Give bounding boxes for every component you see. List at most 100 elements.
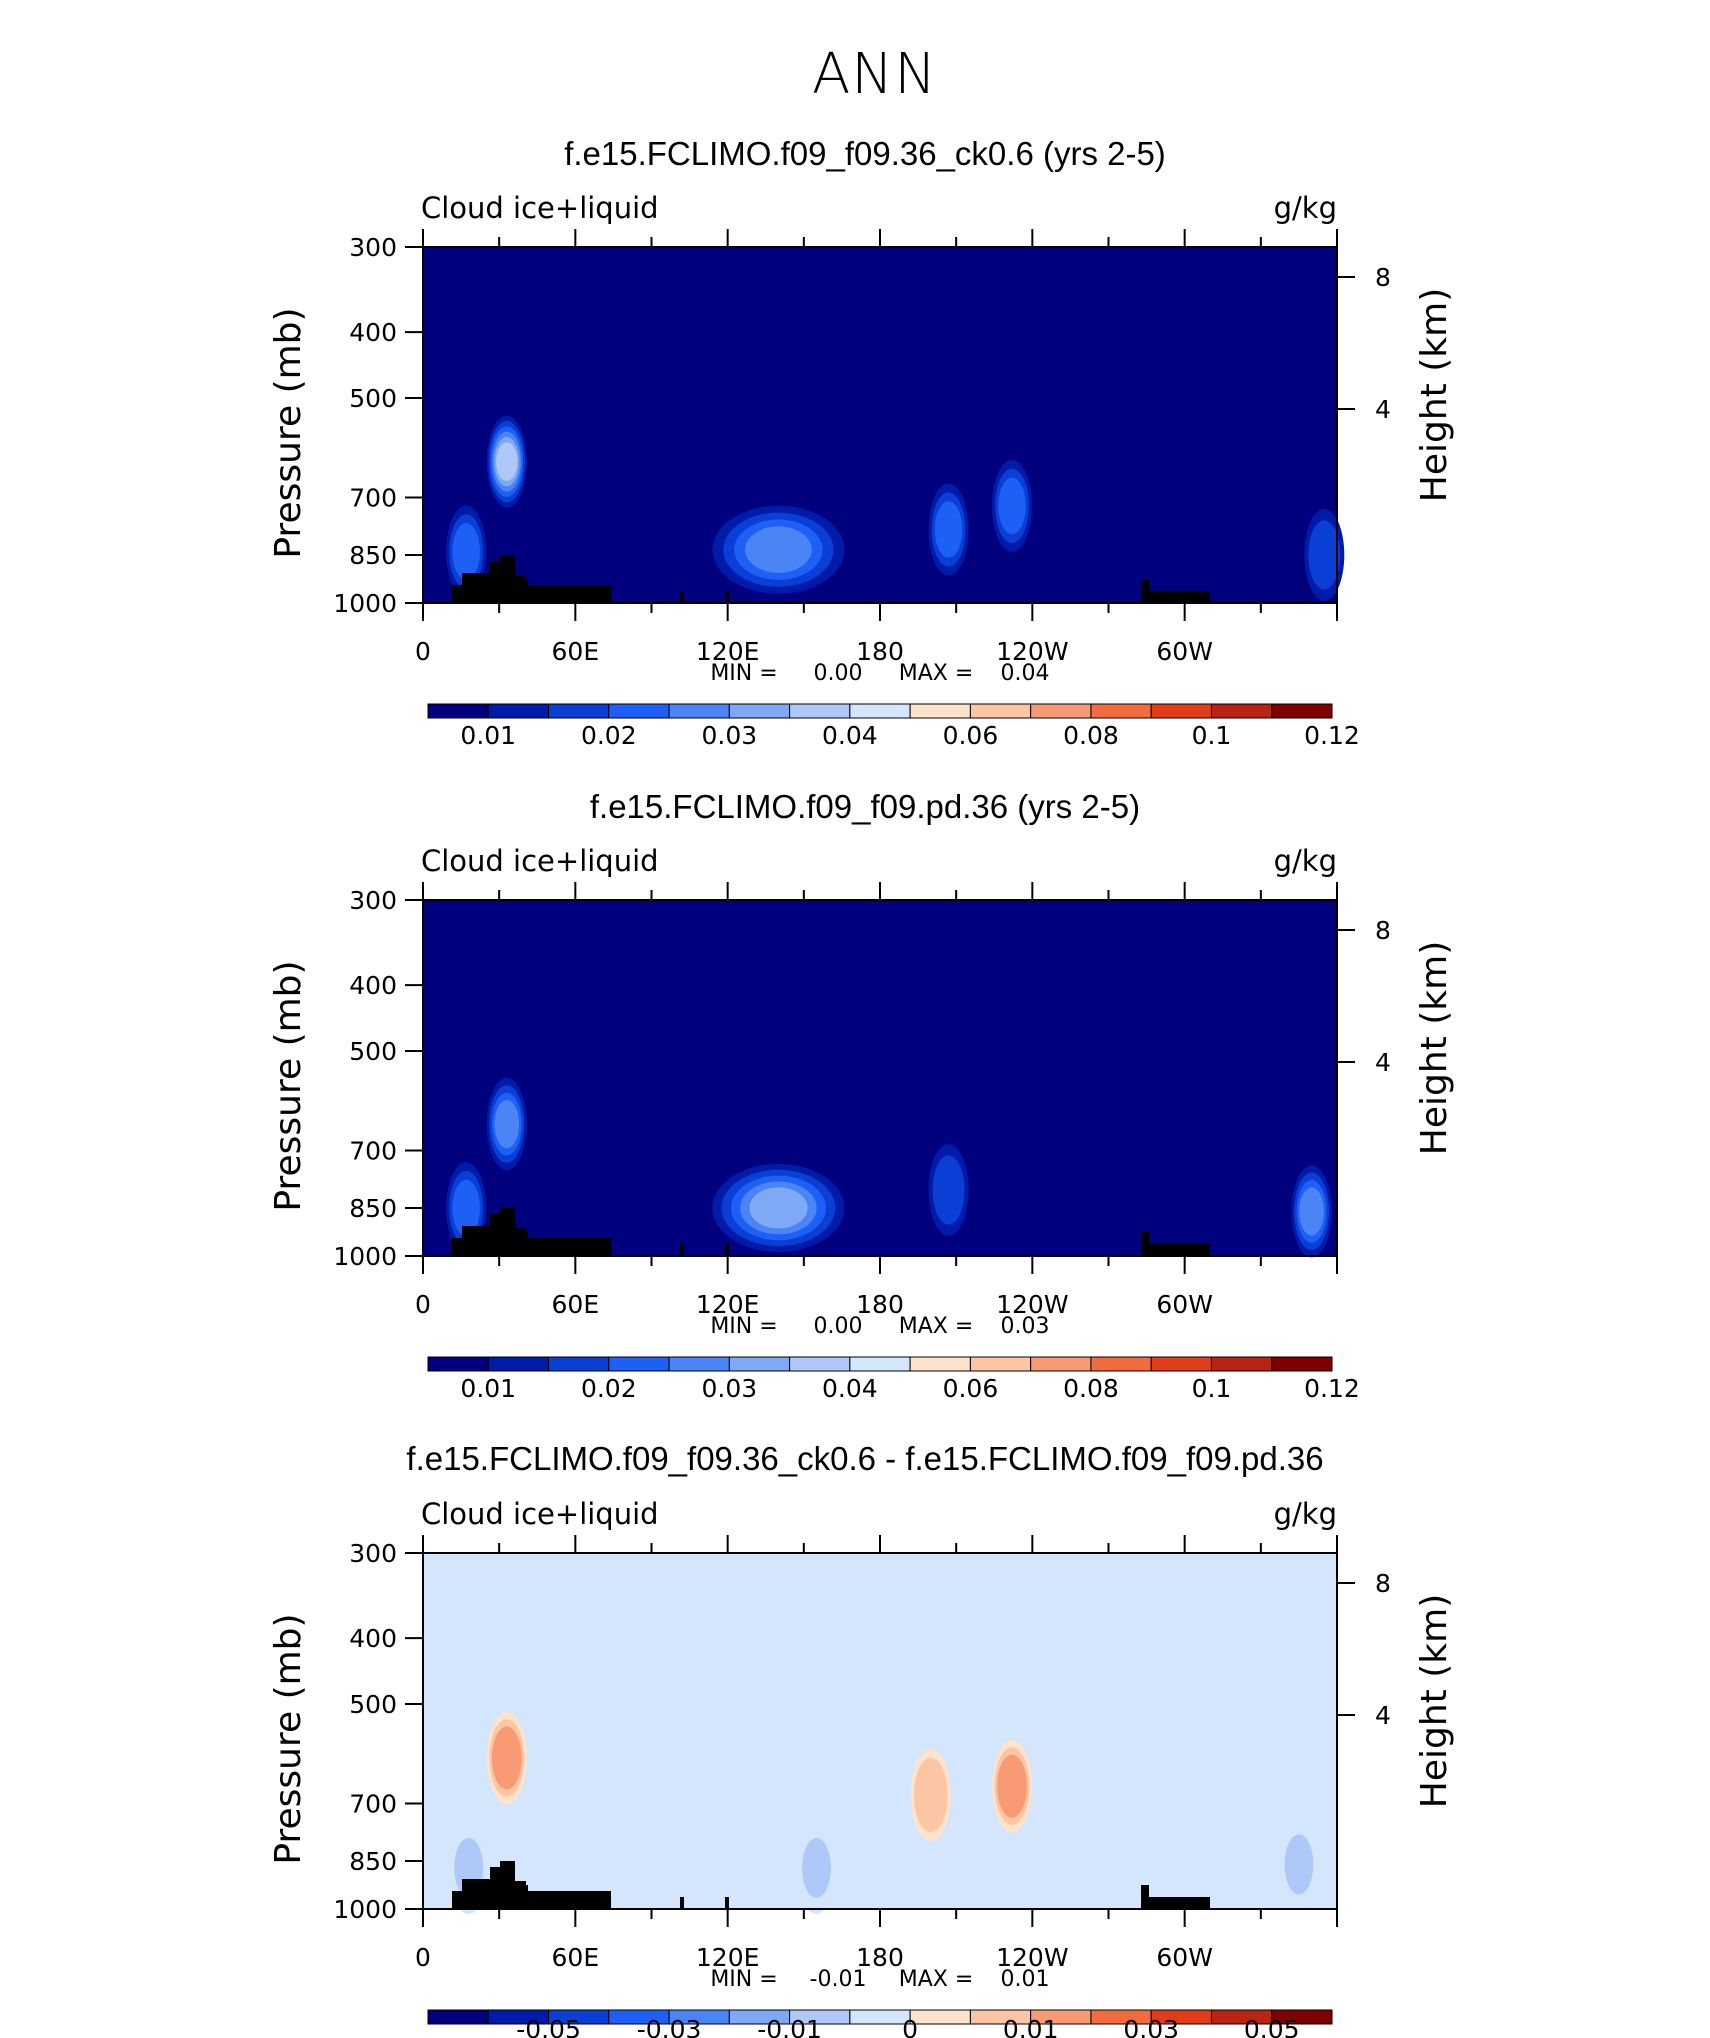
- colorbar-swatch: [969, 1356, 1032, 1372]
- y2-tick-label: 8: [1375, 263, 1391, 292]
- panel-title: f.e15.FCLIMO.f09_f09.36_ck0.6 - f.e15.FC…: [406, 1440, 1323, 1477]
- colorbar-swatch: [1271, 1356, 1333, 1372]
- x-tick-label: 120W: [996, 1943, 1068, 1972]
- y-tick-label: 300: [349, 886, 397, 915]
- colorbar-swatch: [1030, 703, 1092, 719]
- y-tick-label: 700: [349, 484, 397, 513]
- colorbar-swatch: [427, 2009, 489, 2025]
- x-tick-label: 60E: [552, 1943, 600, 1972]
- left-label: Cloud ice+liquid: [421, 191, 659, 225]
- y-tick-label: 1000: [333, 1895, 397, 1924]
- x-tick-label: 60W: [1156, 1943, 1213, 1972]
- y-tick-label: 400: [349, 318, 397, 347]
- land-mask: [1141, 1232, 1149, 1256]
- x-tick-label: 120W: [996, 637, 1068, 666]
- panel-2: f.e15.FCLIMO.f09_f09.pd.36 (yrs 2-5) Clou…: [268, 788, 1455, 1403]
- contour-1-level-10: [496, 1741, 517, 1775]
- colorbar-label: 0.03: [701, 721, 757, 750]
- colorbar-swatch: [548, 1356, 610, 1372]
- colorbar-label: 0.12: [1304, 721, 1360, 750]
- colorbar-swatch: [849, 2009, 911, 2025]
- x-tick-label: 60W: [1156, 1290, 1213, 1319]
- min-label: MIN =: [710, 1314, 777, 1339]
- colorbar-swatch: [608, 1356, 670, 1372]
- panel-title: f.e15.FCLIMO.f09_f09.36_ck0.6 (yrs 2-5): [564, 135, 1166, 172]
- colorbar-swatch: [909, 1356, 971, 1372]
- panel-title: f.e15.FCLIMO.f09_f09.pd.36 (yrs 2-5): [590, 788, 1140, 825]
- land-mask: [462, 1226, 490, 1256]
- colorbar-label: 0.06: [943, 721, 999, 750]
- colorbar-label: 0.01: [460, 721, 516, 750]
- colorbar-swatch: [1090, 703, 1152, 719]
- min-label: MIN =: [710, 661, 777, 686]
- land-mask: [515, 1232, 528, 1256]
- colorbar-swatch: [1271, 2009, 1333, 2025]
- contour-4-level-3: [937, 510, 960, 549]
- max-value: 0.03: [1001, 1314, 1050, 1339]
- colorbar-swatch: [789, 1356, 851, 1372]
- y-tick-label: 850: [349, 541, 397, 570]
- y-axis-label: Pressure (mb): [268, 960, 309, 1211]
- x-tick-label: 60E: [552, 637, 600, 666]
- contour-2-level-9: [920, 1775, 942, 1815]
- y-tick-label: 500: [349, 1037, 397, 1066]
- colorbar-label: 0.12: [1304, 1374, 1360, 1403]
- contour-2-level-4: [496, 1107, 517, 1141]
- contour-4-level-6: [802, 1837, 831, 1898]
- y-axis-label: Pressure (mb): [268, 307, 309, 558]
- x-tick-label: 60E: [552, 1290, 600, 1319]
- y-tick-label: 500: [349, 384, 397, 413]
- x-tick-label: 120E: [696, 1943, 760, 1972]
- y2-tick-label: 4: [1375, 1701, 1391, 1730]
- colorbar-label: -0.01: [757, 2015, 822, 2038]
- colorbar-label: 0.03: [701, 1374, 757, 1403]
- contour-3-level-5: [758, 1193, 799, 1223]
- contour-4-level-2: [936, 1166, 961, 1214]
- land-mask: [1149, 591, 1210, 603]
- colorbar-label: 0.01: [1003, 2015, 1059, 2038]
- left-label: Cloud ice+liquid: [421, 844, 659, 878]
- colorbar-swatch: [548, 703, 610, 719]
- colorbar-swatch: [849, 703, 911, 719]
- contour-2-level-6: [497, 447, 516, 476]
- max-label: MAX =: [899, 1314, 974, 1339]
- land-mask: [1141, 579, 1149, 603]
- colorbar-swatch: [728, 703, 791, 719]
- contour-6-level-6: [1284, 1834, 1314, 1895]
- colorbar-label: 0.08: [1063, 1374, 1119, 1403]
- contour-1-level-3: [455, 532, 477, 571]
- max-value: 0.01: [1001, 1967, 1050, 1992]
- land-mask: [680, 1244, 684, 1256]
- y-tick-label: 700: [349, 1137, 397, 1166]
- y2-tick-label: 4: [1375, 1048, 1391, 1077]
- right-label: g/kg: [1274, 1497, 1337, 1531]
- max-label: MAX =: [899, 661, 974, 686]
- y2-axis-label: Height (km): [1414, 941, 1455, 1155]
- colorbar-label: 0.04: [822, 721, 878, 750]
- y-tick-label: 500: [349, 1690, 397, 1719]
- left-label: Cloud ice+liquid: [421, 1497, 659, 1531]
- panel-3: f.e15.FCLIMO.f09_f09.36_ck0.6 - f.e15.FC…: [268, 1440, 1455, 2038]
- x-tick-label: 60W: [1156, 637, 1213, 666]
- colorbar-label: 0: [902, 2015, 918, 2038]
- land-mask: [680, 591, 684, 603]
- colorbar-swatch: [789, 703, 851, 719]
- plot-area: [423, 1553, 1337, 1909]
- colorbar-label: -0.05: [516, 2015, 581, 2038]
- land-mask: [515, 579, 528, 603]
- land-mask: [500, 555, 515, 603]
- min-label: MIN =: [710, 1967, 777, 1992]
- colorbar-label: 0.1: [1192, 1374, 1232, 1403]
- land-mask: [1149, 1897, 1210, 1909]
- x-tick-label: 120W: [996, 1290, 1068, 1319]
- land-mask: [500, 1861, 515, 1909]
- contour-5-level-4: [1301, 1194, 1322, 1229]
- colorbar-label: 0.03: [1123, 2015, 1179, 2038]
- y-tick-label: 850: [349, 1847, 397, 1876]
- contour-1-level-3: [455, 1188, 477, 1228]
- colorbar-label: 0.02: [581, 721, 637, 750]
- colorbar-swatch: [1210, 703, 1273, 719]
- y-tick-label: 1000: [333, 1242, 397, 1271]
- colorbar-swatch: [487, 1356, 550, 1372]
